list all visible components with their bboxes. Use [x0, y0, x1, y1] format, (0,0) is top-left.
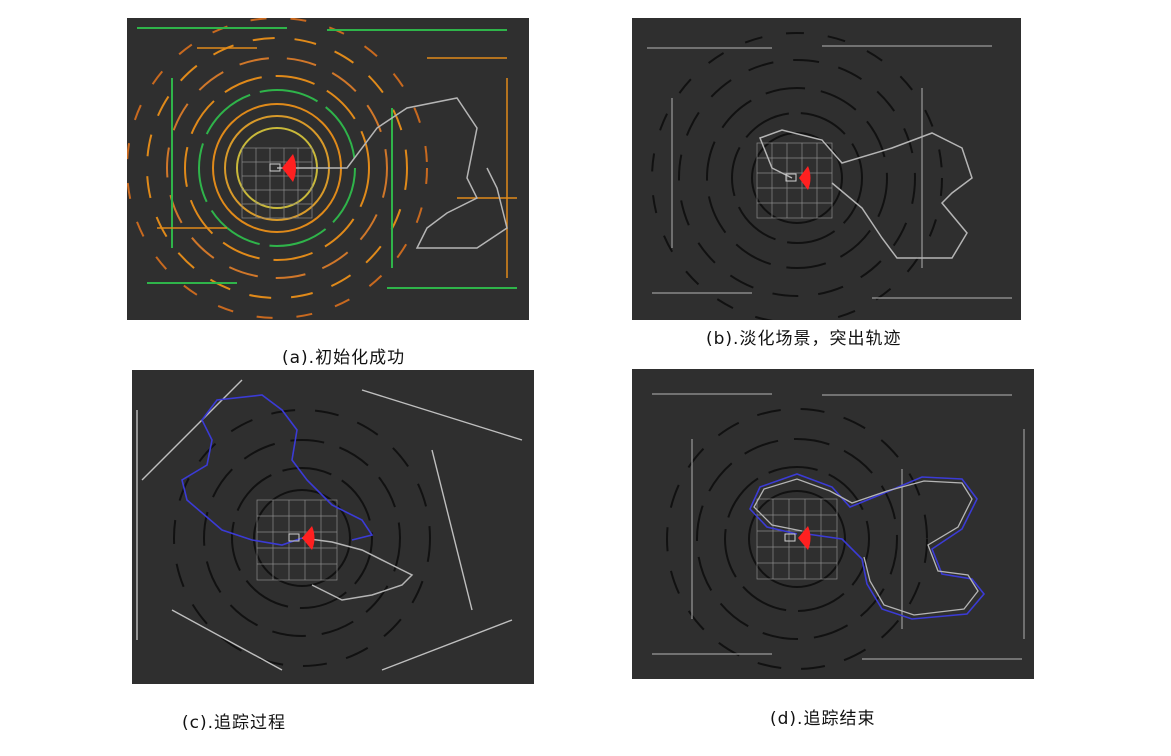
- panel-b-scene: [632, 18, 1021, 320]
- panel-c-image: [132, 370, 534, 684]
- lidar-rings: [173, 409, 431, 667]
- caption-c: (c).追踪过程: [182, 713, 287, 733]
- panel-b-image: [632, 18, 1021, 320]
- floor-grid: [756, 498, 838, 580]
- caption-a: (a).初始化成功: [282, 348, 406, 368]
- robot-heading-cone: [798, 526, 811, 550]
- panel-a-image: [127, 18, 529, 320]
- panel-a-scene: [127, 18, 529, 320]
- robot-path-traveled: [749, 473, 986, 620]
- robot-path-planned: [301, 537, 414, 601]
- robot-heading-cone: [799, 166, 811, 190]
- panel-d-scene: [632, 369, 1034, 679]
- robot-heading-cone: [282, 154, 296, 182]
- robot-marker: [785, 173, 797, 182]
- lidar-rings: [127, 18, 428, 319]
- robot-marker: [288, 533, 300, 542]
- floor-grid: [256, 499, 338, 581]
- robot-heading-cone: [302, 526, 315, 550]
- scan-segments: [647, 45, 1012, 299]
- lidar-rings: [651, 32, 943, 320]
- robot-path: [759, 129, 973, 259]
- robot-marker: [269, 163, 281, 172]
- robot-marker: [784, 533, 796, 542]
- lidar-rings: [666, 408, 928, 670]
- panel-d-image: [632, 369, 1034, 679]
- scan-segments: [136, 379, 523, 671]
- panel-c-scene: [132, 370, 534, 684]
- robot-path-traveled: [181, 394, 374, 546]
- scan-segments: [157, 47, 517, 278]
- caption-b: (b).淡化场景，突出轨迹: [706, 329, 902, 349]
- caption-d: (d).追踪结束: [770, 709, 876, 729]
- wall-segments: [137, 27, 517, 289]
- robot-path: [277, 97, 508, 249]
- robot-path-planned: [753, 478, 979, 616]
- scan-segments: [652, 393, 1025, 660]
- floor-grid: [241, 147, 313, 219]
